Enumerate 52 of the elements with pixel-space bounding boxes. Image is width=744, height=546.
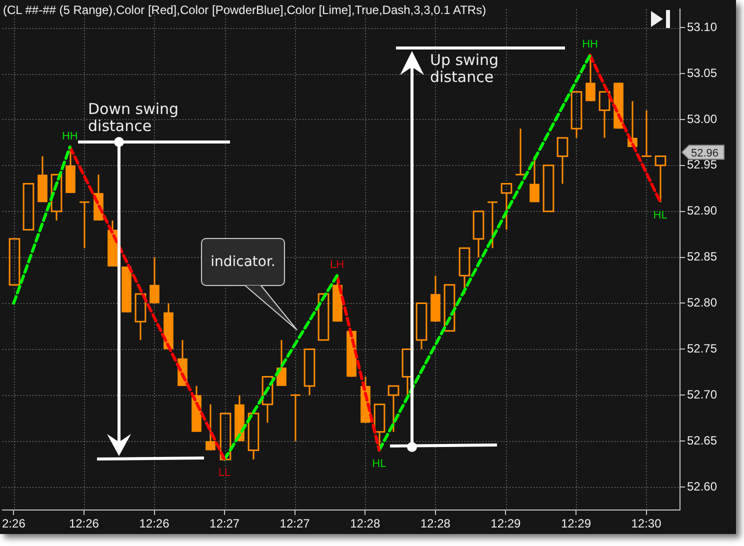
candlestick [654,155,666,203]
x-tick-label: 12:26 [139,516,170,531]
annotation: HL [653,210,668,222]
x-tick-label: 12:27 [280,516,310,531]
candlestick [248,412,260,460]
annotation: indicator. [201,238,285,286]
y-tick-label: 52.85 [687,250,718,264]
y-tick-label: 52.90 [687,204,718,218]
x-tick-label: 12:30 [631,516,662,531]
annotation: LL [218,466,231,479]
annotation: HH [62,130,78,143]
candlestick [262,376,274,424]
x-tick-label: 12:29 [490,516,522,531]
candlestick [472,210,484,258]
candlestick [514,128,526,176]
candlestick [388,385,400,433]
chart-title: (CL ##-## (5 Range),Color [Red],Color [PowderBlue],Color [Lime],True,Dash,3,3,0.1 ATRs) [3,3,486,17]
candlestick [570,91,582,139]
candlestick [640,110,652,157]
annotation: Up swing distance [430,51,500,86]
candlestick [486,201,498,249]
x-tick-label: 2:26 [2,516,26,531]
candlestick [598,91,610,139]
y-tick-label: 52.80 [687,296,718,310]
annotation: HL [372,458,386,470]
y-tick-label: 53.05 [687,66,718,80]
x-tick-label: 12:29 [560,516,592,531]
candlestick [556,137,568,185]
candlestick [50,174,62,222]
x-tick-label: 12:27 [210,516,240,531]
candlestick [78,201,90,249]
candlestick [134,293,146,341]
y-tick-label: 52.95 [687,158,718,172]
annotation: Down swing distance [88,100,180,135]
candlestick [458,247,470,295]
x-tick-label: 12:26 [68,516,100,531]
candlestick [304,348,316,396]
annotation: HH [582,38,598,51]
y-tick-label: 52.60 [687,479,718,494]
text: 52.96 [691,147,719,160]
y-tick-label: 52.75 [687,342,718,356]
candlestick [500,183,512,230]
annotation: LH [330,259,344,272]
y-tick-label: 52.70 [687,387,718,402]
y-tick-label: 52.65 [687,433,718,448]
candlestick [290,394,302,442]
x-tick-label: 12:28 [350,516,380,531]
callout: indicator. [201,238,299,332]
x-tick-label: 12:28 [420,516,451,531]
candlestick [416,302,428,350]
y-tick-label: 53.10 [687,20,718,34]
y-tick-label: 53.00 [687,112,718,126]
